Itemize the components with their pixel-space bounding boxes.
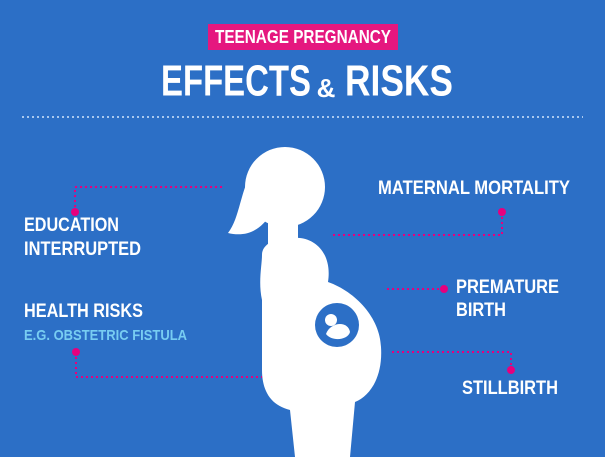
- baby-icon-body: [326, 323, 350, 340]
- connector: [390, 351, 512, 370]
- tag: TEENAGE PREGNANCY: [215, 27, 391, 47]
- effect-example: E.G. OBSTETRIC FISTULA: [24, 327, 187, 344]
- effect-label: EDUCATION: [24, 215, 119, 236]
- effect-label: BIRTH: [456, 300, 506, 321]
- body: [260, 237, 382, 457]
- connector-dot: [498, 208, 506, 216]
- connector-dot: [71, 208, 79, 216]
- connector-dot: [507, 366, 515, 374]
- effect-label: PREMATURE: [456, 277, 559, 298]
- title-word: RISKS: [345, 57, 453, 106]
- connector: [74, 186, 225, 212]
- title-amp: &: [317, 73, 336, 103]
- effect-label: HEALTH RISKS: [24, 301, 143, 322]
- silhouette: [228, 147, 382, 457]
- connector-dot: [440, 285, 448, 293]
- effect-label: MATERNAL MORTALITY: [378, 178, 570, 199]
- effect-label: STILLBIRTH: [462, 378, 558, 399]
- connector: [75, 352, 262, 378]
- connector-dot: [72, 348, 80, 356]
- hair: [228, 165, 270, 235]
- title-word: EFFECTS: [161, 57, 311, 106]
- tag-banner: [208, 24, 398, 50]
- baby-icon-head: [325, 314, 337, 326]
- effect-label: INTERRUPTED: [24, 239, 141, 260]
